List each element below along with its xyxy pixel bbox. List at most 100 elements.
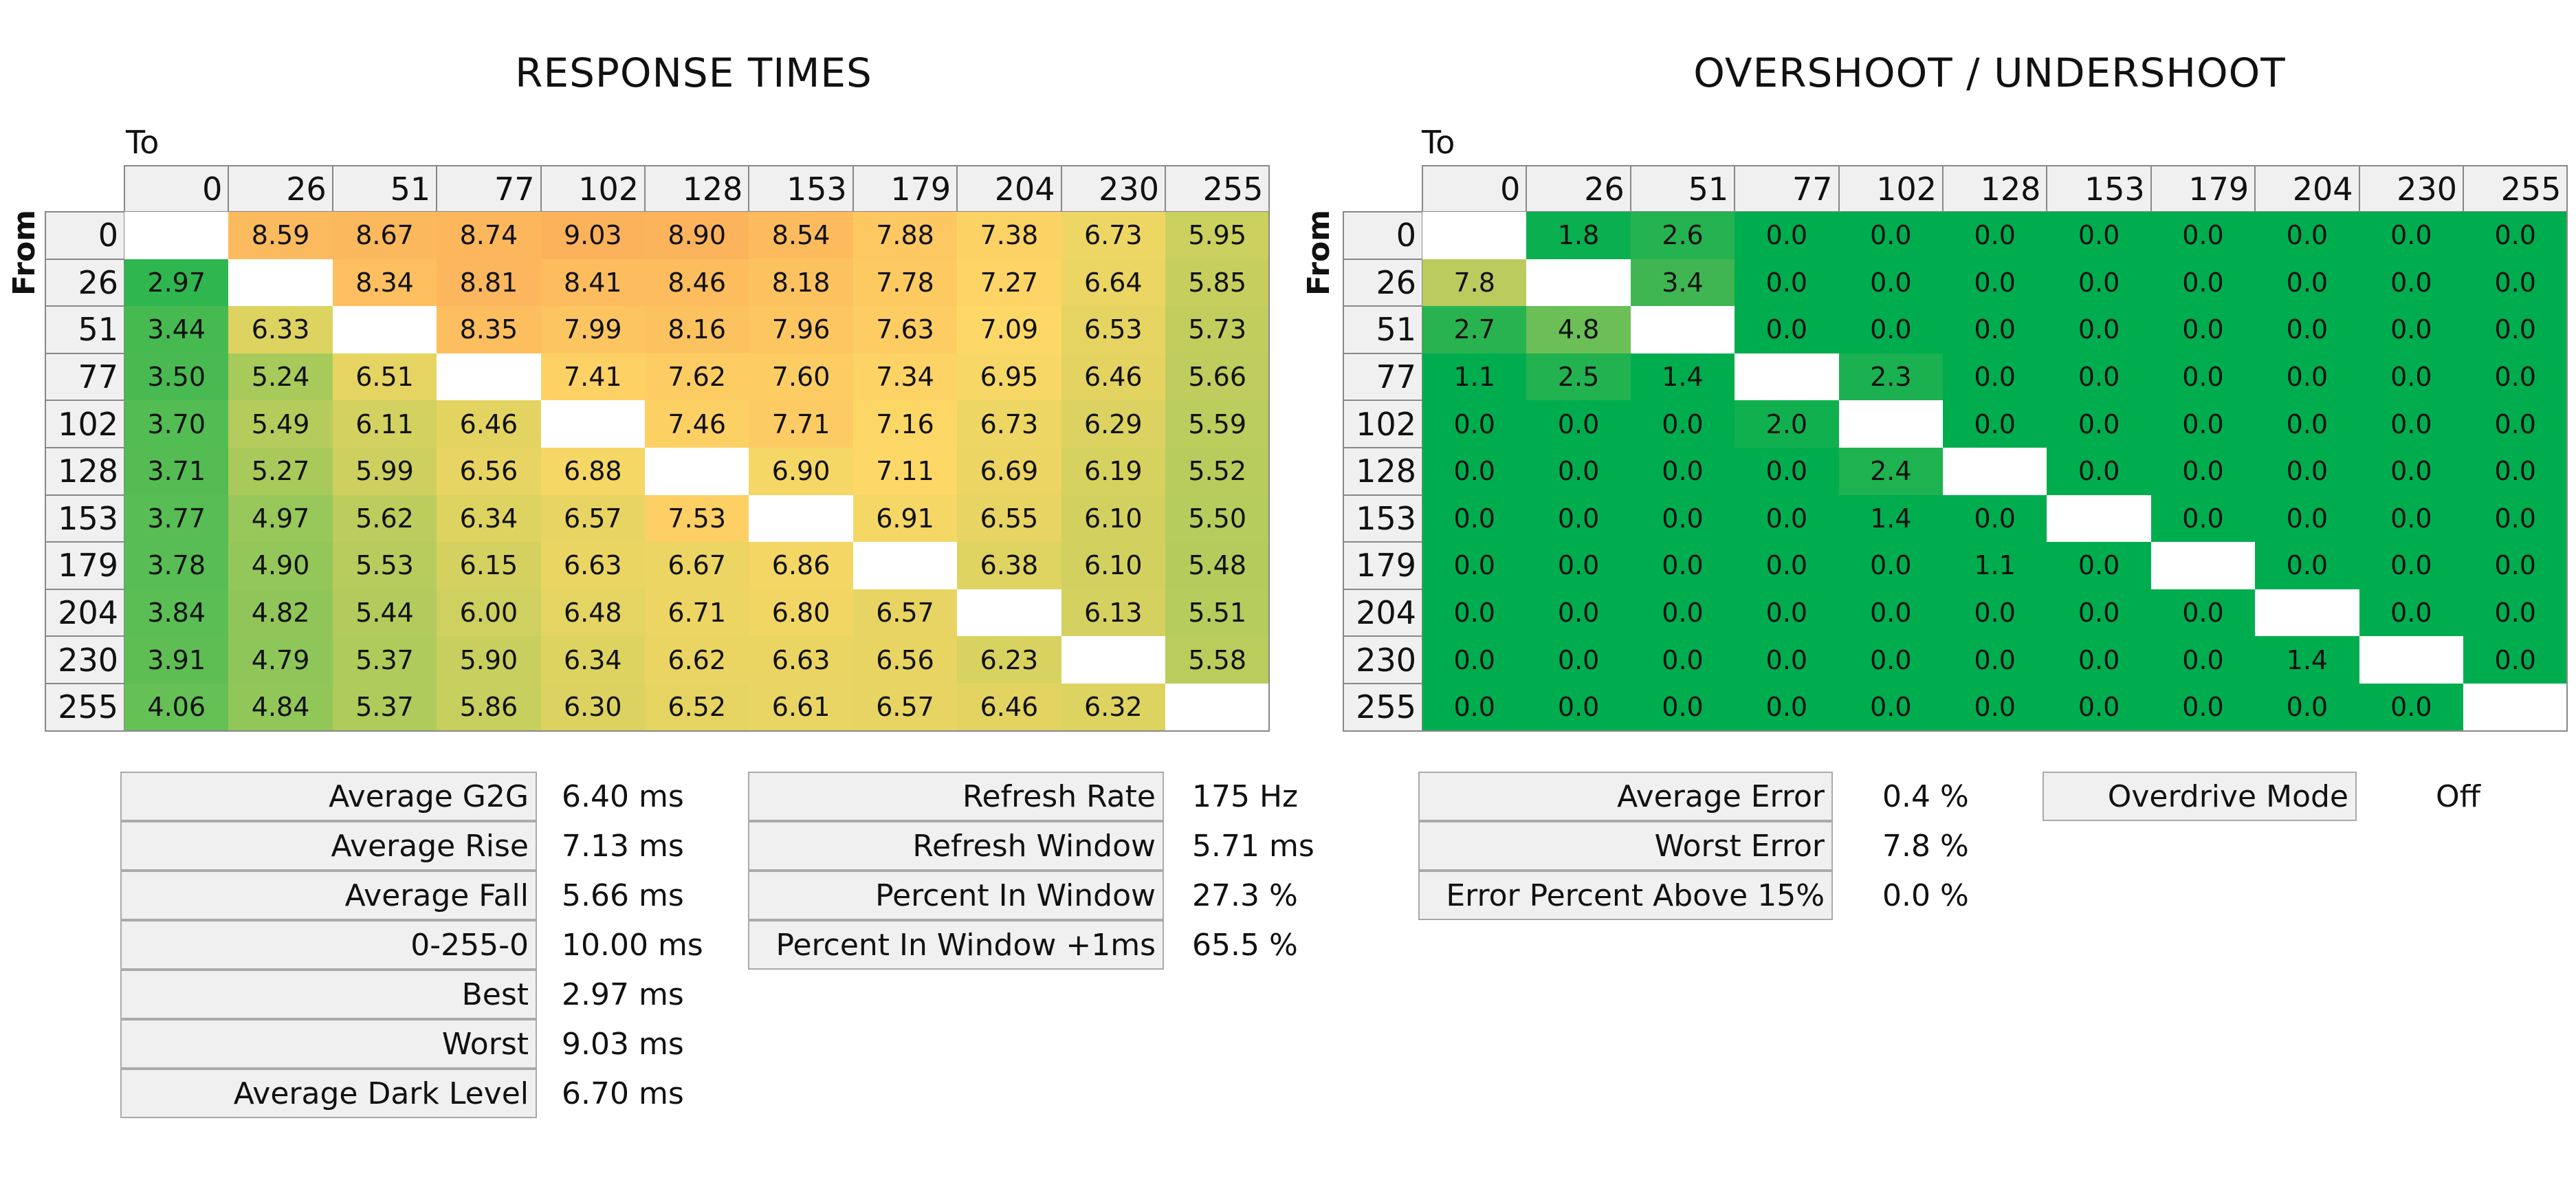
row-header: 102 [1343,400,1423,448]
heatmap-cell: 0.0 [2047,400,2151,448]
heatmap-cell: 5.24 [228,353,333,401]
heatmap-cell: 0.0 [1630,494,1735,543]
heatmap-cell: 1.4 [1630,353,1735,401]
stat-value: 9.03 ms [562,1026,684,1062]
heatmap-cell: 0.0 [2150,400,2256,448]
heatmap-cell: 1.8 [1526,212,1631,259]
stat-label: Average Dark Level [120,1069,537,1118]
response-times-title: RESPONSE TIMES [515,50,872,96]
heatmap-cell: 0.0 [1630,589,1735,637]
heatmap-cell: 5.48 [1165,542,1270,589]
heatmap-cell: 0.0 [1943,259,2047,307]
heatmap-cell: 0.0 [2463,494,2568,543]
heatmap-cell: 0.0 [1526,494,1631,543]
heatmap-cell: 7.16 [852,400,958,448]
heatmap-cell: 0.0 [2463,306,2568,353]
heatmap-cell: 6.71 [645,589,749,637]
heatmap-cell: 2.0 [1735,400,1839,448]
stat-value: 6.40 ms [562,778,684,814]
heatmap-cell: 0.0 [2463,589,2568,637]
heatmap-cell: 7.88 [852,212,958,259]
heatmap-cell: 5.73 [1165,306,1270,353]
stat-label: 0-255-0 [120,920,537,970]
heatmap-cell: 0.0 [1943,353,2047,401]
stat-value: 5.71 ms [1192,828,1314,864]
heatmap-cell: 0.0 [2255,259,2359,307]
heatmap-cell: 4.84 [228,684,333,731]
heatmap-cell: 5.37 [332,684,437,731]
column-header: 0 [1422,165,1528,212]
heatmap-cell: 5.85 [1165,259,1270,307]
heatmap-cell [957,589,1061,637]
heatmap-cell [1735,353,1839,401]
heatmap-cell: 6.69 [957,448,1061,495]
row-header: 255 [45,683,125,732]
heatmap-cell: 0.0 [2255,494,2359,543]
stat-value: 27.3 % [1192,877,1298,913]
stat-label: Average G2G [120,772,537,821]
heatmap-cell: 0.0 [2255,542,2359,589]
heatmap-cell: 4.97 [228,494,333,543]
heatmap-cell: 6.46 [437,400,541,448]
heatmap-cell: 4.06 [124,684,229,731]
stat-label: Refresh Rate [748,772,1164,821]
stat-value: 0.4 % [1882,778,1969,814]
heatmap-cell: 8.41 [540,259,645,307]
heatmap-cell [2255,589,2359,637]
heatmap-cell: 0.0 [2047,353,2151,401]
heatmap-cell: 0.0 [1422,400,1527,448]
heatmap-cell: 0.0 [2463,448,2568,495]
heatmap-cell: 5.51 [1165,589,1270,637]
from-axis-label: From [7,209,42,296]
stat-label: Average Error [1418,772,1833,821]
heatmap-cell: 1.1 [1943,542,2047,589]
heatmap-cell: 0.0 [2359,353,2463,401]
heatmap-cell: 0.0 [1630,400,1735,448]
heatmap-cell: 4.90 [228,542,333,589]
heatmap-cell: 3.50 [124,353,229,401]
heatmap-cell [1526,259,1631,307]
heatmap-cell: 0.0 [1735,306,1839,353]
heatmap-cell: 6.48 [540,589,645,637]
heatmap-cell: 6.32 [1061,684,1165,731]
heatmap-cell: 0.0 [2255,448,2359,495]
heatmap-cell [1943,448,2047,495]
heatmap-cell: 6.11 [332,400,437,448]
heatmap-cell: 0.0 [2359,400,2463,448]
heatmap-cell: 5.90 [437,636,541,684]
heatmap-cell: 0.0 [1422,494,1527,543]
heatmap-cell: 5.62 [332,494,437,543]
heatmap-cell: 0.0 [2047,684,2151,731]
heatmap-cell: 7.27 [957,259,1061,307]
heatmap-cell: 0.0 [2150,636,2256,684]
heatmap-cell: 5.53 [332,542,437,589]
heatmap-cell: 6.56 [852,636,958,684]
heatmap-cell [1630,306,1735,353]
heatmap-cell: 0.0 [1422,636,1527,684]
heatmap-cell: 0.0 [1630,636,1735,684]
stat-label: Error Percent Above 15% [1418,871,1833,920]
heatmap-cell: 7.71 [749,400,853,448]
heatmap-cell: 5.27 [228,448,333,495]
heatmap-cell [749,494,853,543]
column-header: 255 [1165,165,1270,212]
heatmap-cell: 0.0 [2255,400,2359,448]
heatmap-cell: 0.0 [2359,212,2463,259]
heatmap-cell [2047,494,2151,543]
heatmap-cell: 0.0 [2359,684,2463,731]
heatmap-cell [2359,636,2463,684]
column-header: 77 [436,165,542,212]
stat-value: 0.0 % [1882,877,1969,913]
row-header: 179 [1343,541,1423,590]
heatmap-cell: 0.0 [2359,589,2463,637]
heatmap-cell: 2.5 [1526,353,1631,401]
heatmap-cell [1838,400,1943,448]
heatmap-cell: 0.0 [2047,542,2151,589]
heatmap-cell: 0.0 [1838,212,1943,259]
heatmap-cell: 0.0 [1943,589,2047,637]
stat-value: 6.70 ms [562,1076,684,1111]
heatmap-cell: 6.53 [1061,306,1165,353]
heatmap-cell: 7.09 [957,306,1061,353]
heatmap-cell: 0.0 [1735,494,1839,543]
column-header: 204 [956,165,1062,212]
